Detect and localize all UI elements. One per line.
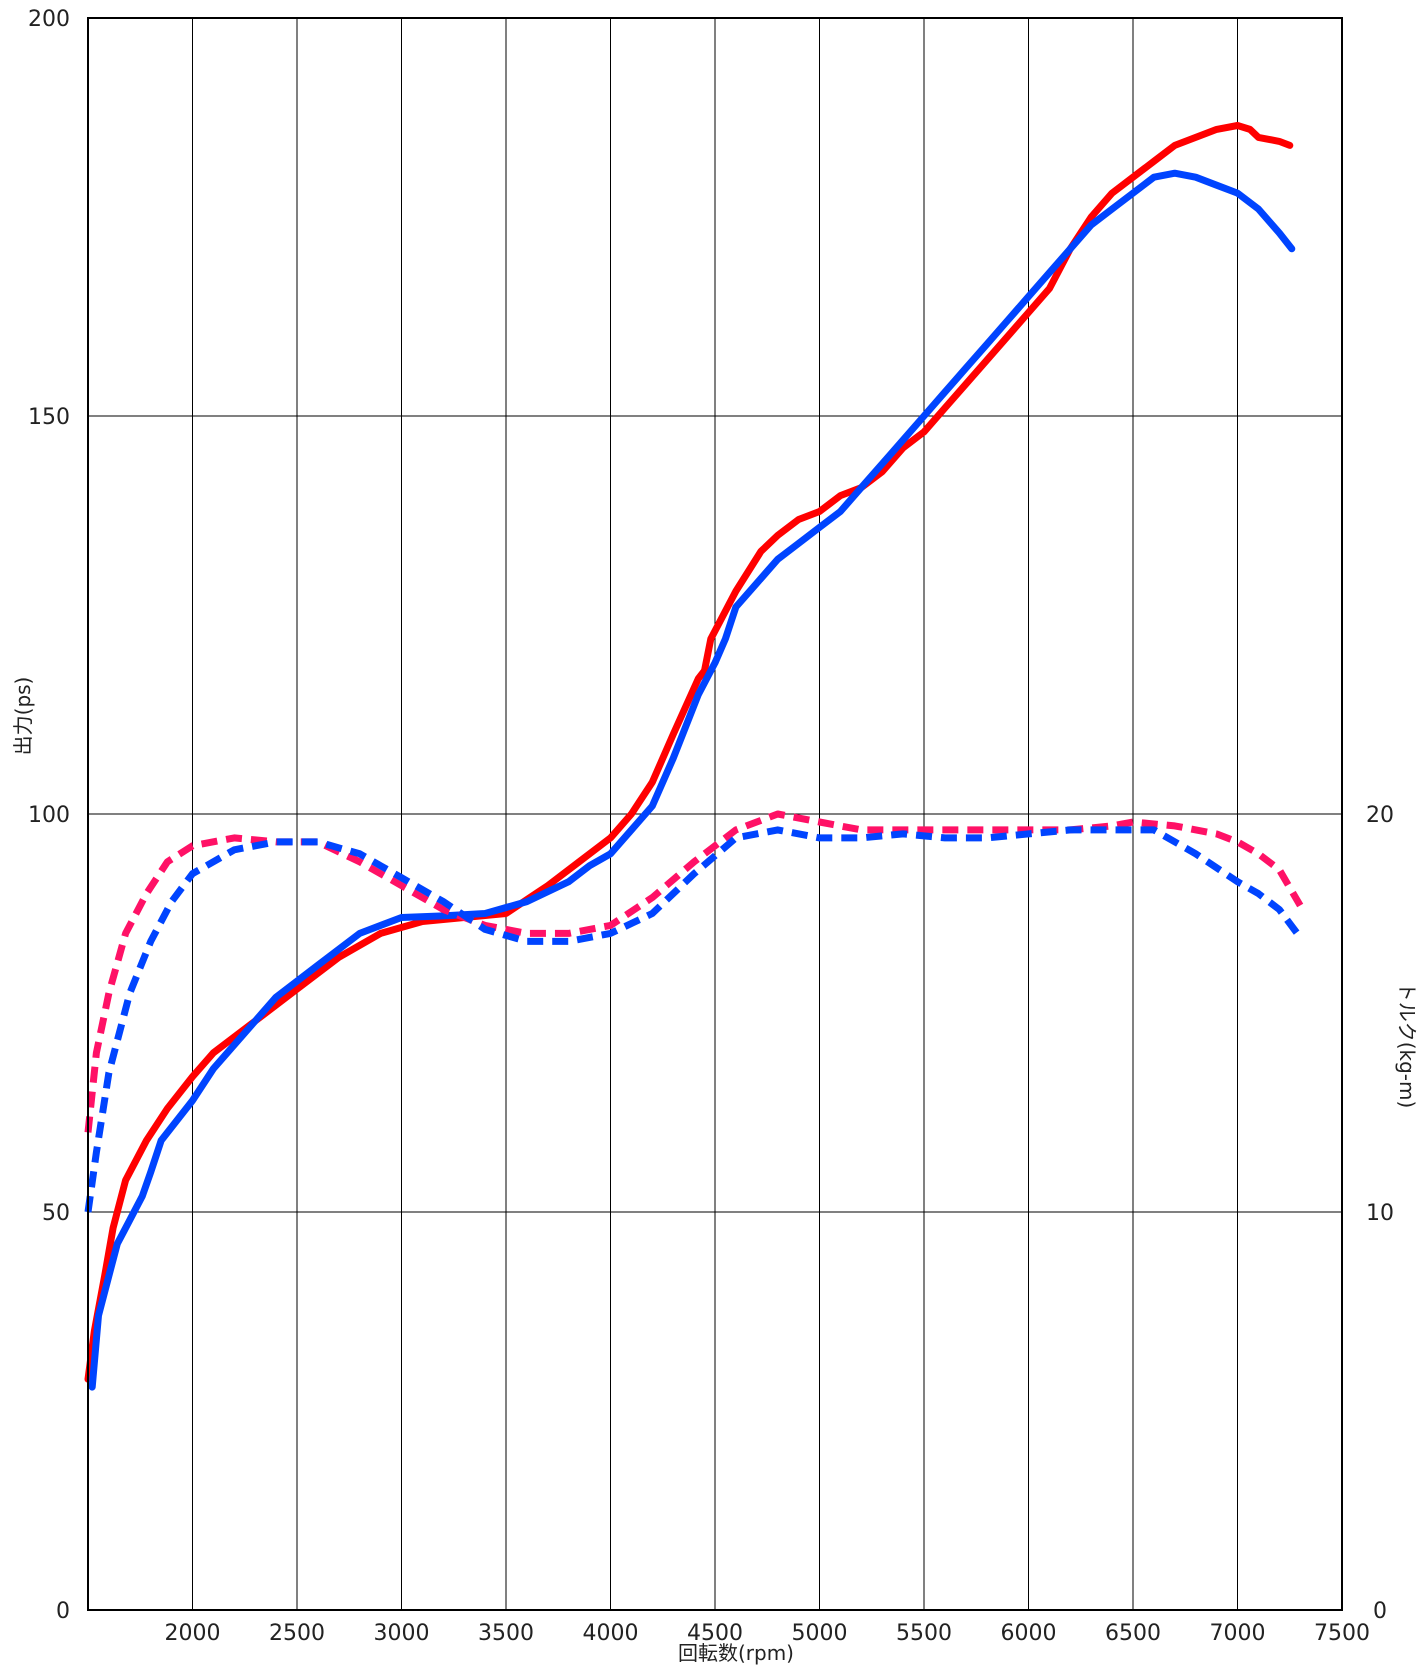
- x-tick-label-4: 4000: [583, 1621, 639, 1646]
- y-right-tick-label-2: 20: [1366, 803, 1394, 828]
- y-right-tick-label-0: 0: [1373, 1599, 1387, 1624]
- torque-line-3: [84, 826, 1304, 1213]
- x-tick-label-0: 2000: [165, 1621, 221, 1646]
- y-axis-left-title: 出力(ps): [11, 677, 35, 756]
- torque-line-2: [84, 810, 1304, 1133]
- y-left-tick-label-0: 0: [56, 1599, 70, 1624]
- tick-labels: 2000 2500 3000 3500 4000 4500 5000 5500 6000 6500…: [28, 7, 1394, 1646]
- grid-lines: [88, 18, 1342, 1610]
- x-tick-label-8: 6000: [1001, 1621, 1057, 1646]
- x-axis-title: 回転数(rpm): [678, 1641, 794, 1665]
- x-tick-label-3: 3500: [478, 1621, 534, 1646]
- power-line-1: [88, 169, 1296, 1391]
- y-axis-right-title: トルク(kg-m): [1395, 982, 1419, 1109]
- series-group: [84, 122, 1304, 1391]
- x-tick-label-5: 4500: [687, 1621, 743, 1646]
- x-tick-label-2: 3000: [374, 1621, 430, 1646]
- y-left-tick-label-2: 100: [28, 803, 70, 828]
- y-left-tick-label-3: 150: [28, 405, 70, 430]
- y-left-tick-label-1: 50: [42, 1201, 70, 1226]
- x-tick-label-9: 6500: [1105, 1621, 1161, 1646]
- plot-frame: [87, 17, 1343, 1611]
- y-left-tick-label-4: 200: [28, 7, 70, 32]
- x-tick-label-10: 7000: [1210, 1621, 1266, 1646]
- power-line-0: [84, 122, 1294, 1383]
- y-right-tick-label-1: 10: [1366, 1201, 1394, 1226]
- x-tick-label-7: 5500: [896, 1621, 952, 1646]
- x-tick-label-11: 7500: [1314, 1621, 1370, 1646]
- x-tick-label-6: 5000: [792, 1621, 848, 1646]
- x-tick-label-1: 2500: [269, 1621, 325, 1646]
